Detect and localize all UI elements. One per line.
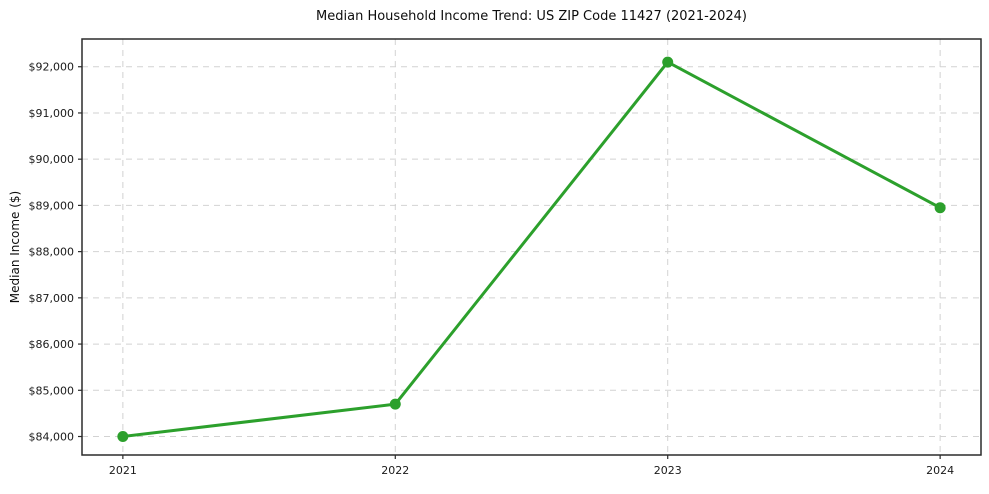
data-point-marker [662, 56, 674, 68]
data-point-marker [389, 398, 401, 410]
y-tick-label: $87,000 [29, 292, 75, 305]
y-tick-label: $89,000 [29, 199, 75, 212]
y-axis-label: Median Income ($) [8, 190, 22, 304]
y-tick-label: $84,000 [29, 431, 75, 444]
y-tick-label: $90,000 [29, 153, 75, 166]
x-tick-label: 2022 [381, 464, 409, 477]
x-tick-label: 2024 [926, 464, 954, 477]
chart-title: Median Household Income Trend: US ZIP Co… [316, 9, 747, 24]
data-point-marker [934, 202, 946, 214]
data-point-marker [117, 431, 129, 443]
plot-border [81, 38, 982, 456]
y-tick-label: $86,000 [29, 338, 75, 351]
x-tick-label: 2023 [654, 464, 682, 477]
trend-line [121, 60, 942, 439]
y-tick-label: $91,000 [29, 107, 75, 120]
y-tick-label: $92,000 [29, 61, 75, 74]
x-tick-label: 2021 [109, 464, 137, 477]
y-tick-label: $88,000 [29, 246, 75, 259]
y-tick-label: $85,000 [29, 384, 75, 397]
